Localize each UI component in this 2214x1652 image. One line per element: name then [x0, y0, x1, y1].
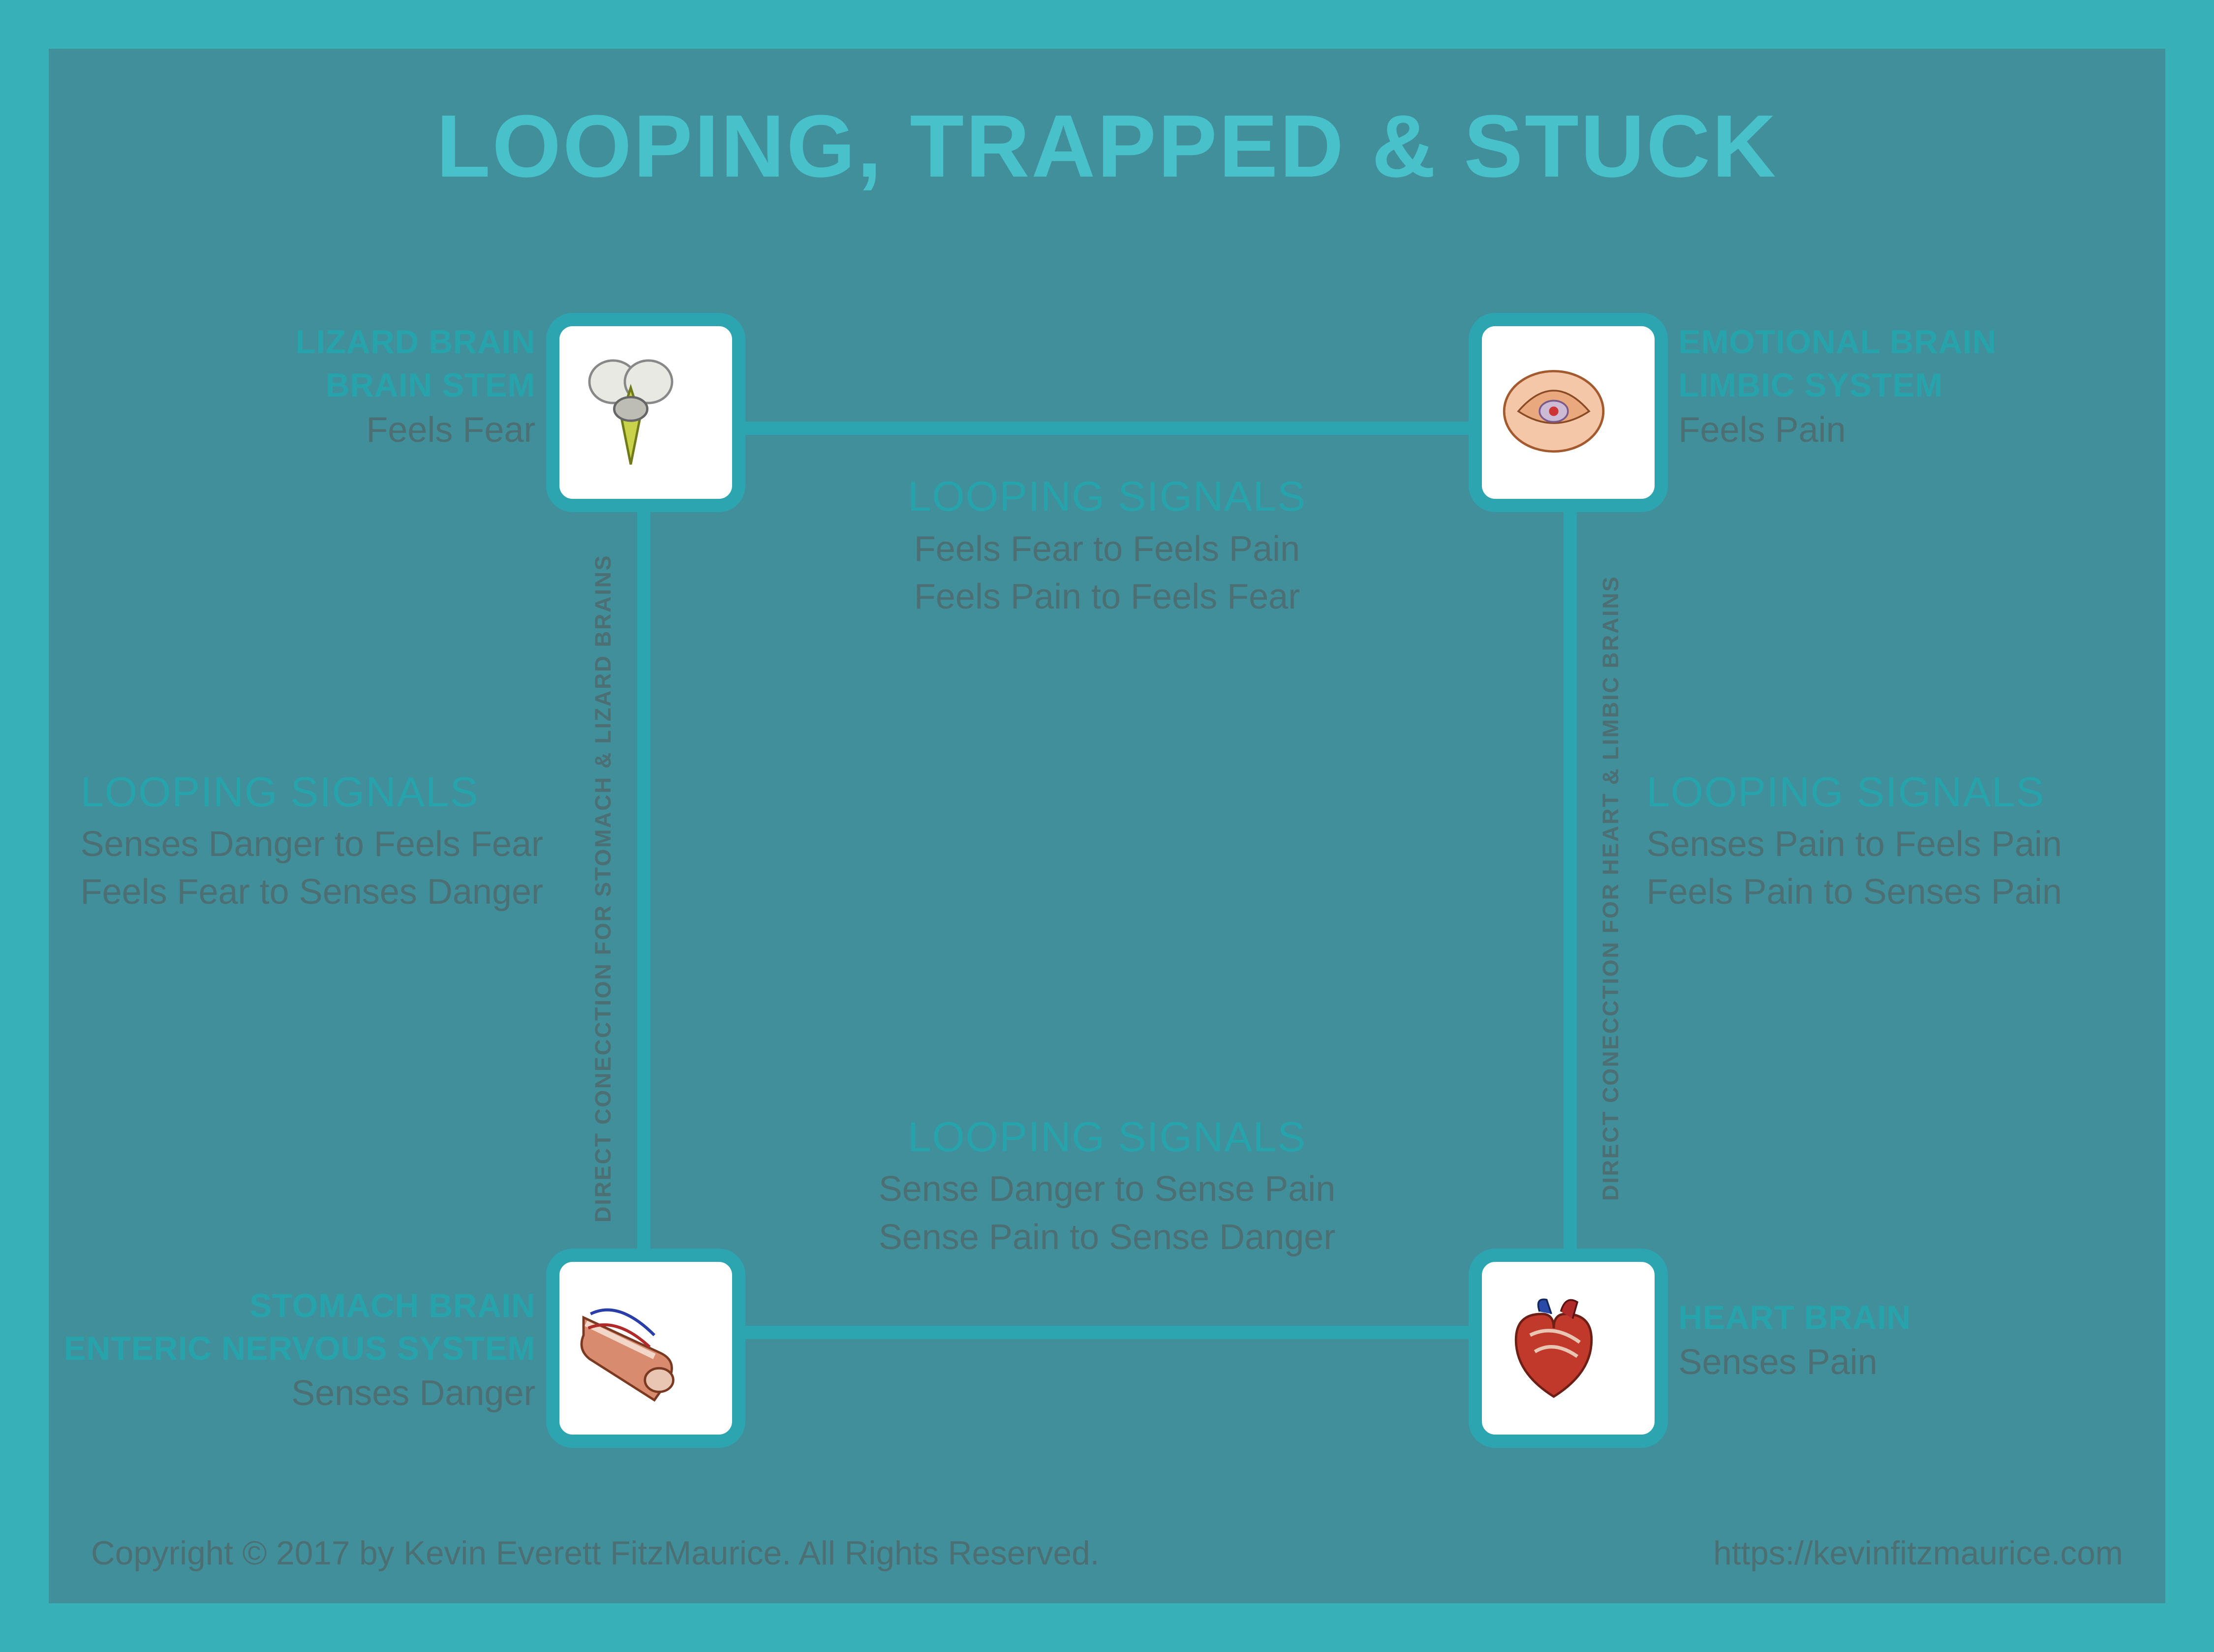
page-title: LOOPING, TRAPPED & STUCK: [49, 95, 2165, 197]
label-emotional-brain: EMOTIONAL BRAIN LIMBIC SYSTEM Feels Pain: [1679, 321, 1997, 453]
label-line: ENTERIC NERVOUS SYSTEM: [64, 1327, 536, 1371]
connector-top: [726, 422, 1488, 435]
footer-url: https://kevinfitzmaurice.com: [1713, 1534, 2123, 1572]
label-line: Senses Pain: [1679, 1340, 1911, 1386]
label-stomach-brain: STOMACH BRAIN ENTERIC NERVOUS SYSTEM Sen…: [64, 1285, 536, 1417]
signal-row: Feels Fear to Feels Pain: [49, 525, 2165, 573]
label-line: LIMBIC SYSTEM: [1679, 364, 1997, 407]
label-line: HEART BRAIN: [1679, 1296, 1911, 1340]
connector-bottom: [726, 1326, 1488, 1339]
enteric-icon: [572, 1288, 719, 1408]
label-line: Senses Danger: [64, 1371, 536, 1417]
node-heart-brain: [1469, 1249, 1668, 1448]
label-line: Feels Pain: [1679, 407, 1997, 454]
signal-row: Feels Fear to Senses Danger: [81, 868, 568, 916]
signal-top: LOOPING SIGNALS Feels Fear to Feels Pain…: [49, 468, 2165, 621]
signal-right: LOOPING SIGNALS Senses Pain to Feels Pai…: [1646, 764, 2133, 917]
signal-row: Sense Pain to Sense Danger: [49, 1214, 2165, 1261]
heart-icon: [1495, 1288, 1642, 1408]
signal-row: Feels Pain to Senses Pain: [1646, 868, 2133, 916]
signal-header: LOOPING SIGNALS: [1646, 764, 2133, 821]
signal-bottom: LOOPING SIGNALS Sense Danger to Sense Pa…: [49, 1109, 2165, 1261]
label-line: STOMACH BRAIN: [64, 1285, 536, 1328]
node-stomach-brain: [546, 1249, 745, 1448]
signal-left: LOOPING SIGNALS Senses Danger to Feels F…: [81, 764, 568, 917]
signal-header: LOOPING SIGNALS: [49, 468, 2165, 525]
signal-row: Senses Danger to Feels Fear: [81, 821, 568, 868]
outer-frame: LOOPING, TRAPPED & STUCK DIRECT CONECCTI…: [0, 0, 2214, 1652]
signal-header: LOOPING SIGNALS: [81, 764, 568, 821]
label-line: Feels Fear: [295, 407, 535, 454]
signal-row: Feels Pain to Feels Fear: [49, 573, 2165, 621]
signal-row: Senses Pain to Feels Pain: [1646, 821, 2133, 868]
signal-header: LOOPING SIGNALS: [49, 1109, 2165, 1165]
label-line: BRAIN STEM: [295, 364, 535, 407]
label-line: LIZARD BRAIN: [295, 321, 535, 364]
copyright-text: Copyright © 2017 by Kevin Everett FitzMa…: [91, 1534, 1099, 1572]
label-line: EMOTIONAL BRAIN: [1679, 321, 1997, 364]
signal-row: Sense Danger to Sense Pain: [49, 1165, 2165, 1213]
limbic-icon: [1495, 352, 1642, 473]
footer: Copyright © 2017 by Kevin Everett FitzMa…: [91, 1534, 2123, 1572]
label-lizard-brain: LIZARD BRAIN BRAIN STEM Feels Fear: [295, 321, 535, 453]
brainstem-icon: [572, 352, 719, 473]
inner-panel: LOOPING, TRAPPED & STUCK DIRECT CONECCTI…: [49, 49, 2165, 1603]
label-heart-brain: HEART BRAIN Senses Pain: [1679, 1296, 1911, 1385]
